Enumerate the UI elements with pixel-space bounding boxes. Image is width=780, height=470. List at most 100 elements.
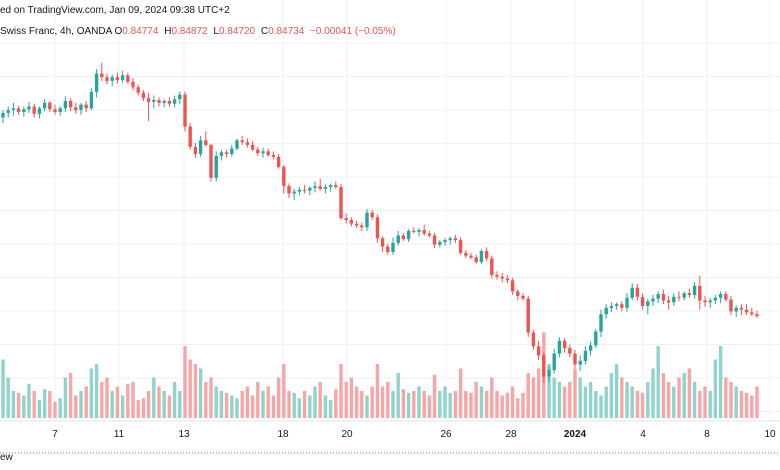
candle-body	[42, 102, 47, 109]
volume-bar	[188, 359, 192, 418]
volume-bar	[739, 391, 744, 418]
volume-bar	[729, 382, 733, 418]
volume-bar	[120, 395, 125, 418]
volume-bar	[58, 398, 62, 418]
candle-body	[484, 251, 489, 259]
volume-bar	[22, 395, 26, 418]
candle-body	[120, 75, 125, 80]
volume-bar	[386, 382, 390, 418]
volume-bar	[396, 373, 400, 418]
candle-body	[37, 108, 42, 114]
volume-bar	[750, 395, 754, 418]
candle-body	[744, 309, 749, 313]
candle-body	[297, 189, 302, 192]
volume-bar	[630, 386, 634, 418]
candle-body	[739, 307, 744, 310]
volume-bar	[568, 382, 572, 418]
candle-body	[729, 299, 733, 312]
candle-body	[448, 238, 452, 241]
open-label: O	[114, 26, 123, 37]
candle-body	[162, 101, 166, 103]
candle-body	[105, 77, 109, 81]
candle-body	[79, 104, 83, 111]
candle-body	[323, 187, 328, 189]
x-tick-label: 13	[178, 429, 190, 440]
candle-body	[750, 312, 754, 315]
candle-body	[334, 185, 338, 188]
volume-bar	[562, 386, 567, 418]
candle-body	[183, 94, 187, 127]
volume-bar	[63, 377, 68, 418]
volume-bar	[6, 377, 10, 418]
open-value: 0.84774	[122, 26, 159, 37]
volume-bar	[240, 391, 244, 418]
candle-body	[536, 346, 541, 356]
candle-body	[417, 230, 421, 232]
volume-bar	[74, 395, 78, 418]
symbol-name[interactable]: Swiss Franc, 4h, OANDA	[0, 26, 112, 37]
candle-body	[505, 278, 510, 281]
candle-body	[635, 287, 640, 297]
volume-bar	[68, 373, 73, 418]
candle-body	[276, 156, 281, 167]
volume-bar	[115, 386, 120, 418]
candle-body	[63, 101, 68, 109]
candle-body	[682, 293, 686, 298]
candle-body	[230, 148, 234, 155]
volume-bar	[672, 386, 676, 418]
candle-body	[724, 294, 728, 300]
volume-bar	[11, 391, 16, 418]
change-value: −0.00041 (−0.05%)	[310, 26, 396, 37]
candle-body	[302, 189, 307, 191]
volume-bar	[422, 391, 426, 418]
volume-bar	[713, 359, 718, 418]
volume-bar	[282, 364, 286, 418]
volume-bar	[250, 395, 255, 418]
volume-bar	[552, 377, 556, 418]
candle-body	[94, 73, 99, 92]
volume-bar	[178, 391, 182, 418]
time-axis: 7 11 13 18 20 26 28 2024 4 8 10	[52, 429, 776, 440]
volume-bar	[328, 400, 333, 418]
x-tick-label: 8	[704, 429, 710, 440]
volume-bar	[287, 391, 291, 418]
volume-bar	[360, 391, 364, 418]
candle-body	[542, 355, 546, 377]
volume-bar	[214, 386, 218, 418]
volume-bar	[365, 395, 369, 418]
candle-body	[141, 92, 146, 99]
candle-body	[1, 112, 5, 118]
volume-bar	[666, 382, 671, 418]
volume-bar	[521, 392, 525, 418]
x-tick-label: 11	[114, 429, 125, 440]
volume-bar	[510, 386, 515, 418]
volume-bars	[1, 332, 759, 418]
volume-bar	[32, 391, 36, 418]
volume-bar	[110, 391, 114, 418]
volume-bar	[698, 391, 702, 418]
volume-bar	[204, 382, 208, 418]
volume-bar	[193, 364, 198, 418]
candle-body	[588, 345, 593, 351]
volume-bar	[406, 392, 411, 418]
candle-body	[734, 307, 738, 312]
volume-bar	[516, 398, 520, 418]
volume-bar	[152, 377, 156, 418]
candle-body	[620, 304, 624, 308]
volume-bar	[37, 400, 42, 418]
candle-body	[250, 144, 255, 150]
candle-body	[661, 294, 666, 301]
volume-bar	[609, 373, 614, 418]
candle-body	[718, 294, 723, 298]
volume-bar	[172, 382, 177, 418]
candle-body	[687, 293, 692, 296]
volume-bar	[219, 391, 224, 418]
candle-body	[500, 276, 504, 279]
candle-body	[110, 77, 114, 81]
candle-body	[287, 186, 291, 194]
close-value: 0.84734	[268, 26, 305, 37]
candle-body	[380, 238, 385, 247]
x-tick-label: 4	[640, 429, 646, 440]
candle-body	[438, 241, 442, 245]
